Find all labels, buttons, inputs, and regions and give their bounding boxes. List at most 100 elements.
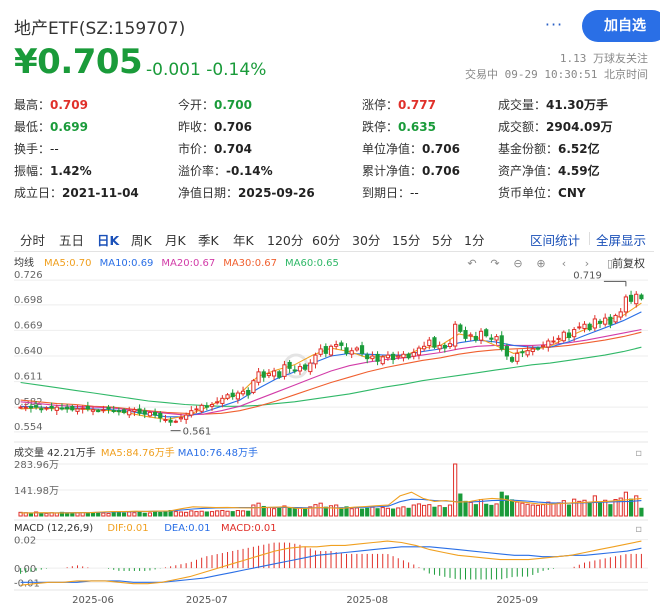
candle-body <box>34 405 39 408</box>
volume-bar <box>577 500 582 517</box>
redo-icon[interactable]: ↷ <box>490 257 499 270</box>
volume-bar <box>152 511 158 517</box>
scroll-right-icon[interactable]: › <box>585 257 589 270</box>
zoom-in-icon[interactable]: ⊕ <box>536 257 545 270</box>
candle-body <box>437 344 442 350</box>
more-options-icon[interactable]: ··· <box>544 15 564 34</box>
candle-body <box>163 418 168 421</box>
x-tick-label: 2025-09 <box>496 595 538 606</box>
candle-body <box>520 351 525 354</box>
y-tick-label: 0.726 <box>14 270 43 281</box>
candle-body <box>235 392 240 400</box>
volume-bar <box>618 497 623 517</box>
macd-settings-icon[interactable]: ▫ <box>635 524 642 535</box>
candle-body <box>178 417 184 420</box>
stat-item: 涨停：0.777 <box>362 96 436 113</box>
stat-item: 溢价率：-0.14% <box>178 162 273 179</box>
scroll-left-icon[interactable]: ‹ <box>562 257 566 270</box>
stat-label: 成交额： <box>498 120 547 134</box>
stat-label: 累计净值： <box>362 164 423 178</box>
stat-item: 成交额：2904.09万 <box>498 118 613 135</box>
volume-bar <box>116 511 121 517</box>
tab-6[interactable]: 年K <box>233 233 254 248</box>
tab-8[interactable]: 60分 <box>312 233 341 248</box>
range-stats-button[interactable]: 区间统计 <box>530 233 581 248</box>
volume-bar <box>18 511 23 517</box>
fullscreen-button[interactable]: 全屏显示 <box>596 233 647 248</box>
zoom-out-icon[interactable]: ⊖ <box>513 257 522 270</box>
tab-9[interactable]: 30分 <box>352 233 381 248</box>
tab-0[interactable]: 分时 <box>20 233 46 248</box>
candle-body <box>385 354 391 359</box>
legend-main-3: MA20:0.67 <box>161 258 215 269</box>
candle-body <box>478 330 484 341</box>
tab-7[interactable]: 120分 <box>267 233 304 248</box>
tab-5[interactable]: 季K <box>198 233 219 248</box>
volume-bar <box>530 504 535 517</box>
candle-body <box>168 419 173 423</box>
volume-bar <box>313 504 318 517</box>
candle-body <box>44 407 49 410</box>
add-watchlist-button[interactable]: 加自选 <box>582 10 660 42</box>
candle-body <box>453 323 458 347</box>
candle-body <box>432 337 437 348</box>
stat-value: 2021-11-04 <box>62 186 139 200</box>
stat-item: 资产净值：4.59亿 <box>498 162 600 179</box>
legend-main-4: MA30:0.67 <box>223 258 277 269</box>
candle-body <box>184 414 189 420</box>
stat-item: 到期日：-- <box>362 184 419 201</box>
x-tick-label: 2025-06 <box>72 595 114 606</box>
stat-value: 6.52亿 <box>558 142 600 156</box>
stat-label: 最高： <box>14 98 51 112</box>
candle-body <box>396 355 401 358</box>
volume-bar <box>541 504 546 517</box>
candle-body <box>54 406 59 411</box>
candle-body <box>266 373 272 377</box>
tab-11[interactable]: 5分 <box>432 233 453 248</box>
volume-settings-icon[interactable]: ▫ <box>635 448 642 459</box>
volume-bar <box>230 511 235 517</box>
candle-body <box>261 371 266 378</box>
candle-body <box>494 336 499 341</box>
adjust-icon[interactable]: ▯ <box>607 257 613 270</box>
tab-10[interactable]: 15分 <box>392 233 421 248</box>
volume-bar <box>178 511 184 517</box>
stat-label: 最低： <box>14 120 51 134</box>
candle-body <box>297 366 303 372</box>
stat-value: 0.704 <box>214 142 252 156</box>
candle-body <box>142 410 147 415</box>
kline-chart[interactable]: 均线 MA5:0.70 MA10:0.69 MA20:0.67 MA30:0.67 MA6… <box>14 254 654 614</box>
candle-body <box>401 353 406 359</box>
stat-value: 0.699 <box>50 120 88 134</box>
tab-1[interactable]: 五日 <box>59 233 85 248</box>
volume-bar <box>463 500 468 517</box>
candle-body <box>639 294 644 300</box>
tab-12[interactable]: 1分 <box>464 233 485 248</box>
stat-value: 0.777 <box>398 98 436 112</box>
volume-bar <box>380 507 385 517</box>
undo-icon[interactable]: ↶ <box>467 257 476 270</box>
tab-4[interactable]: 月K <box>165 233 186 248</box>
volume-bar <box>634 495 639 517</box>
candle-body <box>390 353 396 361</box>
legend-volume-0: 成交量 42.21万手 <box>14 446 96 459</box>
legend-main-0: 均线 <box>14 256 34 269</box>
volume-bar <box>142 512 147 517</box>
macd-tick-label: 0.00 <box>14 564 36 575</box>
candle-body <box>365 354 370 360</box>
candle-body <box>608 316 613 325</box>
tab-3[interactable]: 周K <box>131 233 152 248</box>
dif-line <box>20 540 642 586</box>
candle-body <box>628 294 634 302</box>
stats-row: 最低：0.699 昨收：0.706 跌停：0.635 成交额：2904.09万 <box>14 116 654 138</box>
volume-bar <box>251 504 256 517</box>
candle-body <box>137 408 142 414</box>
stat-label: 跌停： <box>362 120 399 134</box>
kline-svg[interactable]: 均线 MA5:0.70 MA10:0.69 MA20:0.67 MA30:0.67 MA6… <box>14 254 654 610</box>
volume-ma5-line <box>20 491 642 514</box>
tab-2[interactable]: 日K <box>97 233 120 248</box>
stat-label: 换手： <box>14 142 51 156</box>
candle-body <box>339 342 344 346</box>
candle-body <box>194 408 199 411</box>
volume-bar <box>70 512 75 517</box>
